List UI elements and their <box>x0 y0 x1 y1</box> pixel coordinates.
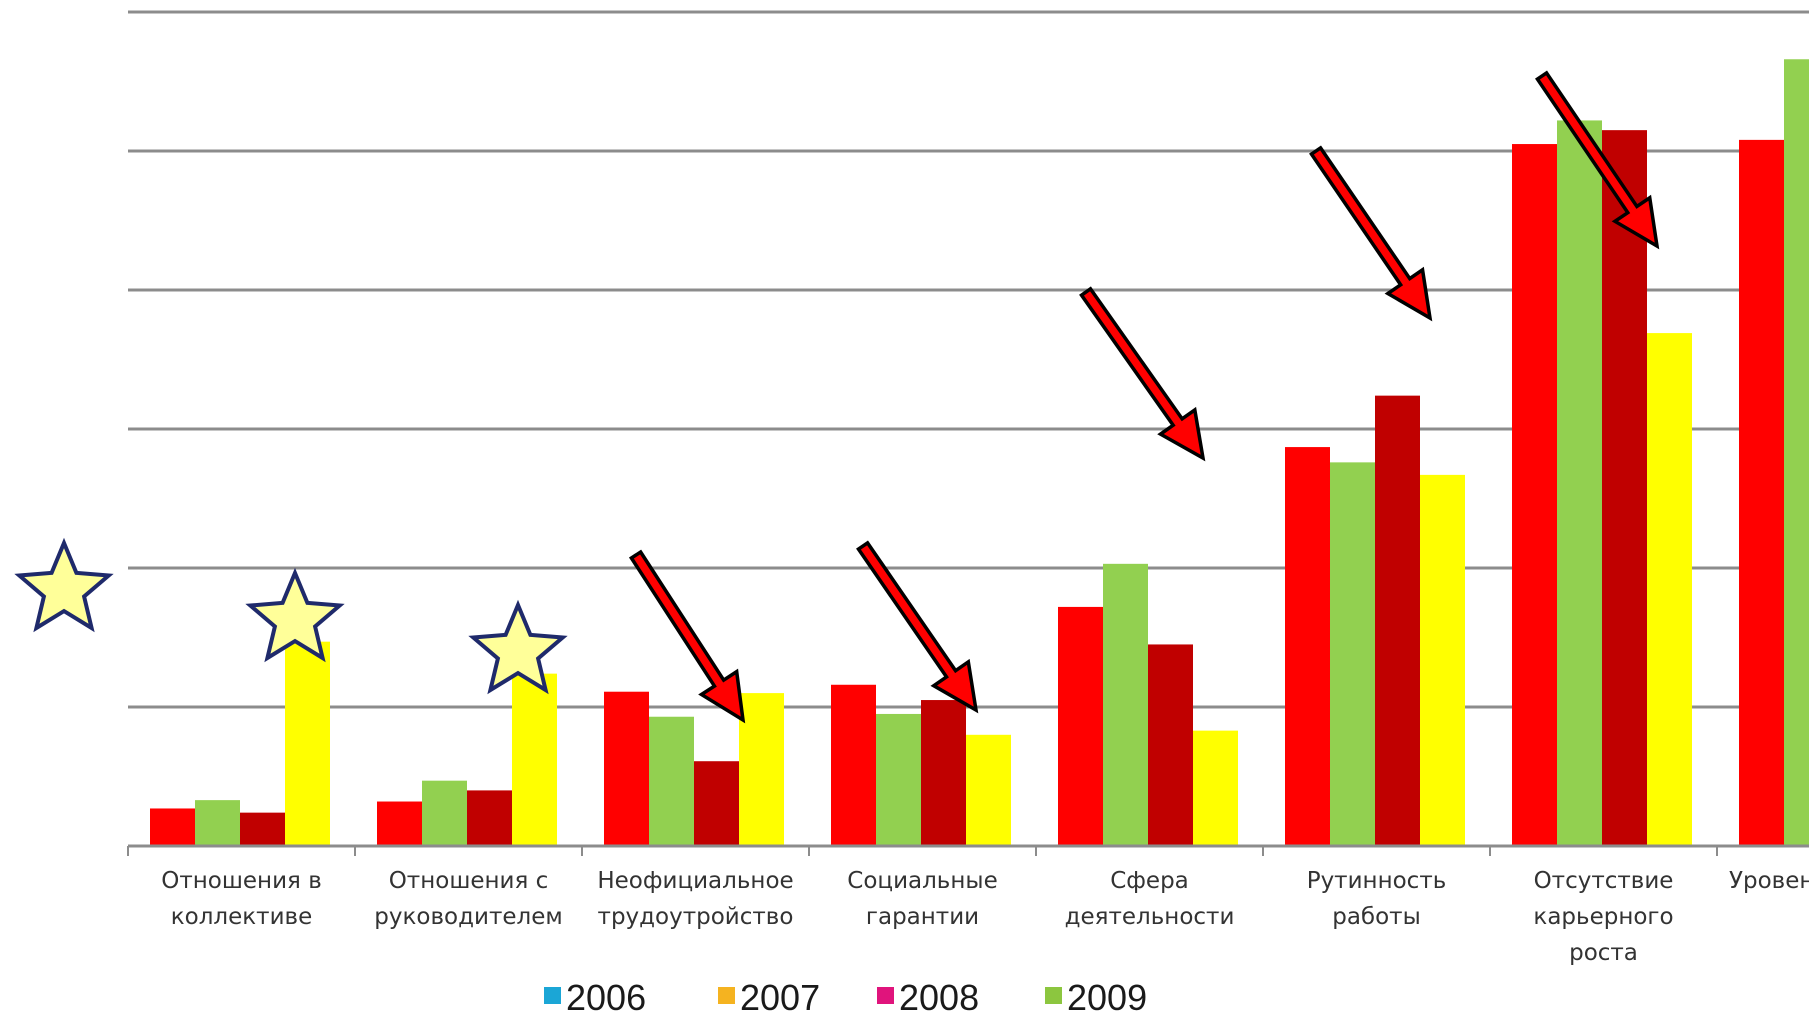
bar <box>694 761 739 846</box>
category-label: Неофициальное трудоутройство <box>597 868 793 930</box>
category-label: Отсутствие карьерного роста <box>1533 868 1673 966</box>
bar <box>1420 474 1465 846</box>
bar <box>240 812 285 846</box>
x-axis <box>127 844 1809 856</box>
category-label: Рутинность работы <box>1307 868 1447 930</box>
category-label: Отношения в коллективе <box>161 868 322 930</box>
bar <box>966 734 1011 846</box>
bar <box>1148 644 1193 846</box>
bar <box>467 790 512 846</box>
category-label: Социальные гарантии <box>847 868 997 930</box>
bar <box>1602 130 1647 846</box>
legend-item: 2006 <box>544 977 646 1016</box>
bar <box>1784 59 1809 846</box>
bars <box>150 59 1809 847</box>
bar <box>739 693 784 846</box>
star-icon <box>468 599 568 695</box>
bar <box>1058 606 1103 846</box>
bar <box>649 716 694 846</box>
legend-item: 2009 <box>1045 977 1147 1016</box>
bar <box>1647 333 1692 847</box>
legend: 2006 2007 2008 2009 <box>544 977 1147 1016</box>
legend-swatch <box>718 987 735 1004</box>
bar <box>1193 730 1238 846</box>
category-label: Уровень <box>1729 868 1809 894</box>
bar <box>285 641 330 846</box>
legend-label: 2007 <box>740 977 820 1016</box>
legend-swatch <box>1045 987 1062 1004</box>
bar <box>1103 563 1148 846</box>
bar <box>1557 120 1602 847</box>
bar <box>422 780 467 846</box>
category-label: Отношения с руководителем <box>374 868 562 930</box>
bar <box>604 691 649 846</box>
legend-item: 2008 <box>877 977 979 1016</box>
annotation-arrow <box>628 549 746 724</box>
annotation-arrow <box>1079 286 1206 462</box>
bar <box>1512 144 1557 847</box>
bar <box>1330 462 1375 846</box>
bar <box>377 801 422 846</box>
annotation-arrow <box>1535 70 1660 250</box>
star-icon <box>14 537 114 633</box>
annotation-stars <box>14 537 568 695</box>
legend-label: 2009 <box>1067 977 1147 1016</box>
legend-label: 2008 <box>899 977 979 1016</box>
bar <box>195 800 240 846</box>
legend-item: 2007 <box>718 977 820 1016</box>
category-labels: Отношения в коллективе Отношения с руководи… <box>161 868 1809 966</box>
category-label: Сфера деятельности <box>1065 868 1235 930</box>
annotation-arrow <box>1309 145 1433 322</box>
bar <box>921 700 966 846</box>
legend-label: 2006 <box>566 977 646 1016</box>
bar <box>831 684 876 846</box>
legend-swatch <box>544 987 561 1004</box>
bar <box>150 808 195 846</box>
legend-swatch <box>877 987 894 1004</box>
bar <box>1375 395 1420 846</box>
annotation-arrows <box>628 70 1660 724</box>
bar <box>1739 139 1784 846</box>
star-icon <box>245 567 345 663</box>
annotation-arrow <box>856 540 979 714</box>
bar <box>1285 447 1330 846</box>
bar <box>876 713 921 846</box>
bar <box>512 673 557 846</box>
